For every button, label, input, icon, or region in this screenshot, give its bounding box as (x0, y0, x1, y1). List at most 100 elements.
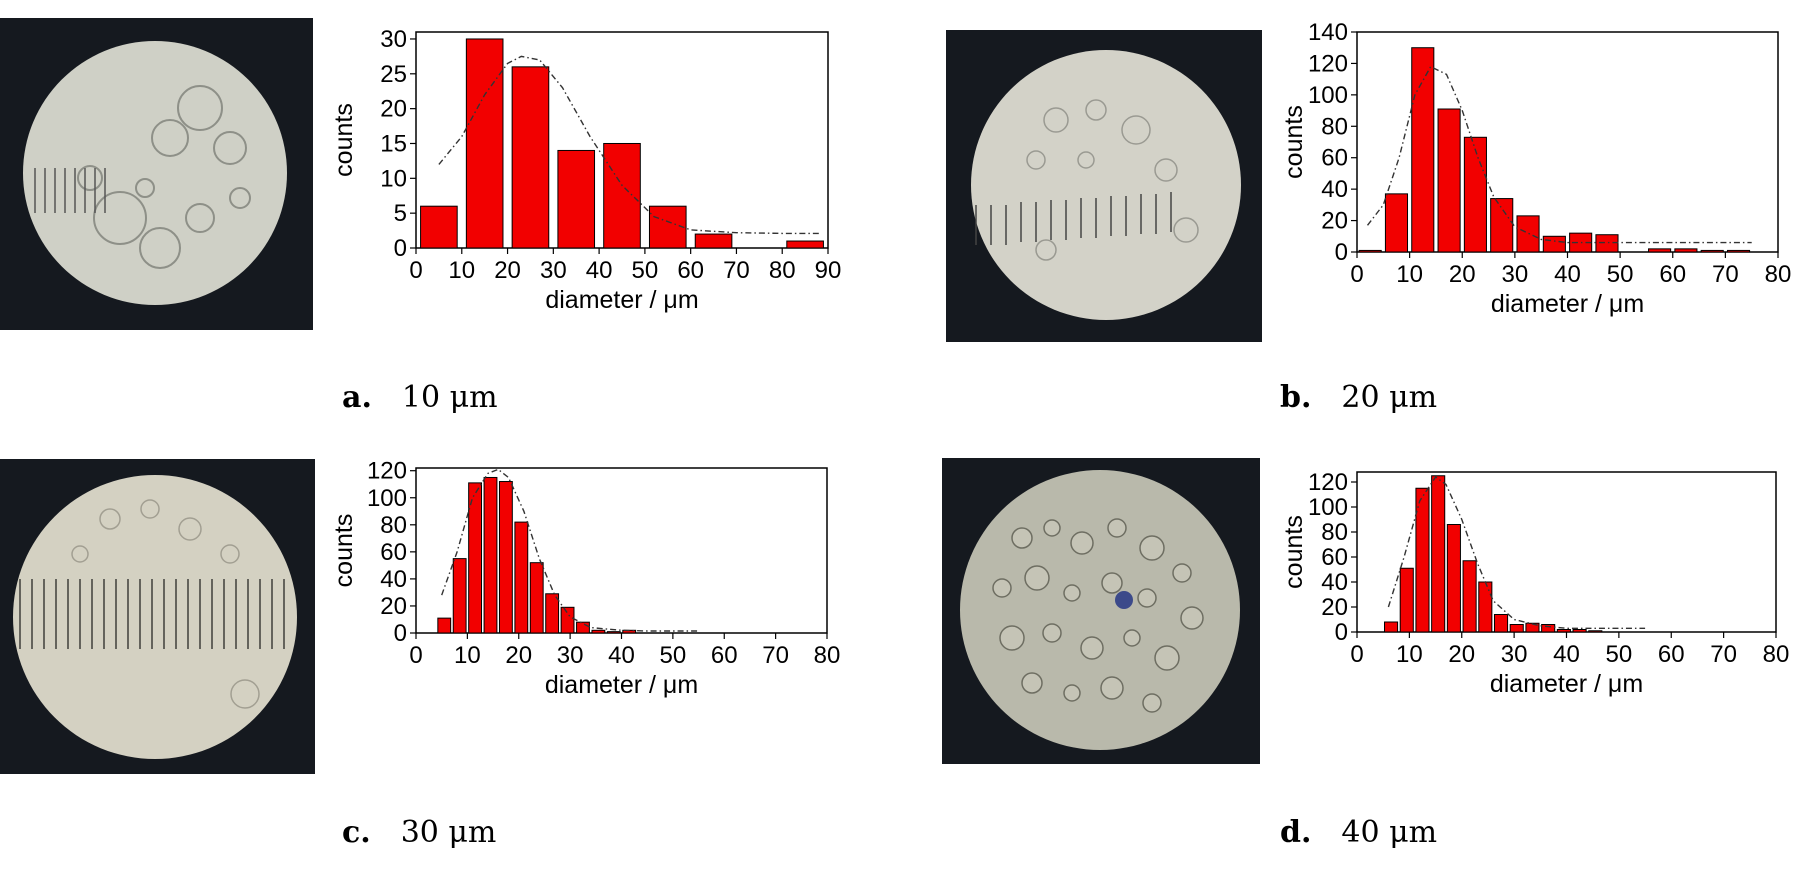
caption-d: d. 40 μm (1280, 815, 1437, 850)
y-tick-label: 20 (1321, 208, 1348, 235)
y-tick-label: 30 (380, 26, 407, 53)
y-tick-label: 60 (1321, 145, 1348, 172)
histogram-bar (1383, 621, 1399, 633)
x-tick-label: 20 (1448, 641, 1475, 668)
y-tick-label: 20 (380, 593, 407, 620)
histogram-bar (1358, 249, 1382, 253)
y-tick-label: 20 (1321, 594, 1348, 621)
histogram-bar (498, 481, 513, 634)
histogram-bar (1462, 560, 1477, 633)
histogram-b: 0 10 20 30 40 50 60 70 80020406080100120140diame… (1280, 20, 1791, 318)
x-tick-label: 60 (1659, 261, 1686, 288)
histogram-bar (1572, 629, 1587, 633)
histogram-bar (511, 66, 550, 249)
histogram-bar (1588, 630, 1603, 633)
fit-curve (1366, 65, 1752, 244)
x-tick-label: 10 (1396, 261, 1423, 288)
histogram-bar (1509, 624, 1524, 633)
caption-d-size: 40 μm (1341, 815, 1438, 850)
caption-c: c. 30 μm (342, 815, 496, 850)
micrograph-d (942, 458, 1260, 764)
histogram-bar (1556, 629, 1571, 633)
x-tick-label: 80 (769, 257, 796, 284)
y-axis-label: counts (1280, 515, 1308, 589)
y-tick-label: 40 (1321, 176, 1348, 203)
caption-c-size: 30 μm (400, 815, 497, 850)
fit-curve (441, 468, 699, 632)
histogram-bar (560, 606, 575, 634)
histogram-bar (694, 233, 733, 249)
y-tick-label: 20 (380, 96, 407, 123)
x-tick-label: 30 (557, 642, 584, 669)
y-tick-label: 120 (367, 460, 407, 485)
x-axis-label: diameter / μm (1490, 670, 1643, 698)
x-tick-label: 50 (660, 642, 687, 669)
histogram-bar (1674, 248, 1698, 253)
histogram-bar (603, 142, 641, 249)
caption-a-label: a. (342, 380, 372, 415)
caption-c-label: c. (342, 815, 371, 850)
x-axis-label: diameter / μm (1491, 290, 1644, 318)
histogram-bar (1463, 136, 1487, 253)
y-tick-label: 100 (367, 485, 407, 512)
micrograph-b (946, 30, 1262, 342)
y-tick-label: 5 (394, 200, 407, 227)
histogram-bar (1437, 108, 1461, 253)
x-axis-label: diameter / μm (545, 671, 698, 699)
histogram-bar (529, 562, 544, 634)
histogram-bar (1415, 487, 1430, 633)
y-tick-label: 120 (1308, 469, 1348, 496)
caption-d-label: d. (1280, 815, 1312, 850)
y-tick-label: 0 (1335, 239, 1348, 266)
histogram-d: 0 10 20 30 40 50 60 70 80020406080100120diameter… (1280, 469, 1790, 698)
x-tick-label: 50 (1606, 641, 1633, 668)
caption-a-size: 10 μm (401, 380, 498, 415)
y-axis-label: counts (330, 103, 358, 177)
x-tick-label: 20 (1449, 261, 1476, 288)
y-tick-label: 100 (1308, 494, 1348, 521)
y-tick-label: 80 (1321, 113, 1348, 140)
histogram-bar (1569, 232, 1593, 253)
histogram-bar (1726, 249, 1751, 253)
histogram-bar (1478, 581, 1493, 633)
x-tick-label: 70 (1710, 641, 1737, 668)
histogram-c: 0 10 20 30 40 50 60 70 80020406080100120diameter… (330, 460, 840, 699)
x-tick-label: 0 (409, 642, 422, 669)
y-tick-label: 80 (1321, 519, 1348, 546)
caption-b-size: 20 μm (1341, 380, 1438, 415)
caption-a: a. 10 μm (342, 380, 498, 415)
x-tick-label: 0 (1350, 261, 1363, 288)
x-tick-label: 70 (723, 257, 750, 284)
histogram-bar (1516, 215, 1540, 253)
x-tick-label: 40 (1553, 641, 1580, 668)
x-tick-label: 40 (586, 257, 613, 284)
histogram-bar (465, 38, 504, 249)
x-tick-label: 80 (1763, 641, 1790, 668)
histogram-bar (648, 205, 687, 249)
caption-b-label: b. (1280, 380, 1312, 415)
y-tick-label: 40 (1321, 569, 1348, 596)
caption-b: b. 20 μm (1280, 380, 1437, 415)
y-tick-label: 80 (380, 512, 407, 539)
micrograph-a (0, 18, 313, 330)
x-tick-label: 10 (1396, 641, 1423, 668)
x-tick-label: 70 (762, 642, 789, 669)
x-tick-label: 0 (1350, 641, 1363, 668)
histogram-bar (1431, 475, 1446, 633)
x-tick-label: 60 (711, 642, 738, 669)
y-tick-label: 40 (380, 566, 407, 593)
x-tick-label: 90 (815, 257, 842, 284)
histogram-bar (786, 240, 824, 249)
x-tick-label: 30 (1502, 261, 1529, 288)
x-tick-label: 70 (1712, 261, 1739, 288)
y-tick-label: 10 (380, 165, 407, 192)
histogram-bar (468, 482, 483, 634)
y-axis-label: counts (330, 514, 358, 588)
x-tick-label: 30 (540, 257, 567, 284)
x-tick-label: 60 (1658, 641, 1685, 668)
y-axis-label: counts (1280, 105, 1308, 179)
micrograph-c (0, 459, 315, 774)
histogram-bar (591, 629, 606, 634)
x-tick-label: 10 (448, 257, 475, 284)
x-tick-label: 50 (1607, 261, 1634, 288)
